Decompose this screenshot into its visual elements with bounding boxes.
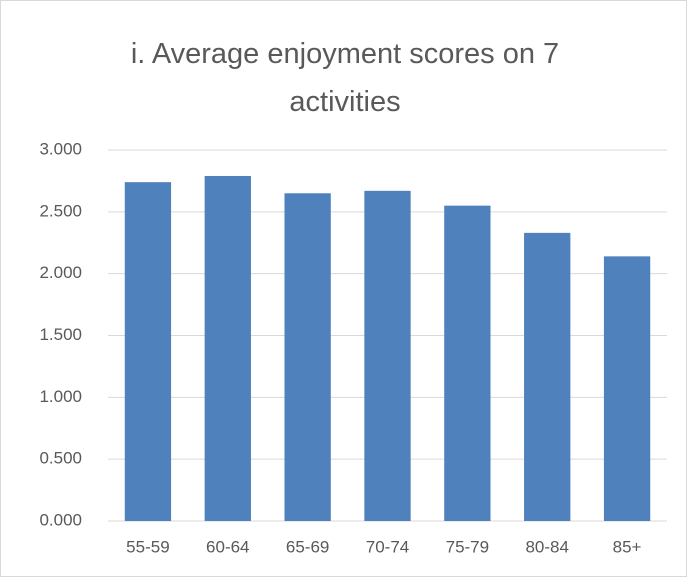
y-tick-label: 1.500 — [39, 325, 82, 344]
x-tick-label: 65-69 — [286, 537, 329, 556]
bar — [444, 205, 491, 521]
bar — [124, 182, 172, 522]
y-tick-label: 0.500 — [39, 449, 82, 468]
y-tick-label: 0.000 — [39, 510, 82, 529]
x-tick-label: 70-74 — [366, 537, 409, 556]
x-tick-label: 55-59 — [126, 537, 169, 556]
chart-title: i. Average enjoyment scores on 7 activit… — [130, 38, 560, 118]
y-tick-label: 1.000 — [39, 387, 82, 406]
x-tick-label: 60-64 — [206, 537, 249, 556]
y-tick-label: 3.000 — [39, 139, 82, 158]
bar — [364, 190, 411, 521]
bar — [284, 193, 331, 522]
bar — [603, 256, 651, 521]
x-tick-label: 85+ — [613, 537, 642, 556]
y-tick-label: 2.000 — [39, 263, 82, 282]
x-tick-label: 80-84 — [525, 537, 568, 556]
y-tick-label: 2.500 — [39, 201, 82, 220]
x-tick-label: 75-79 — [446, 537, 489, 556]
bar — [524, 232, 571, 521]
bar — [204, 175, 251, 521]
